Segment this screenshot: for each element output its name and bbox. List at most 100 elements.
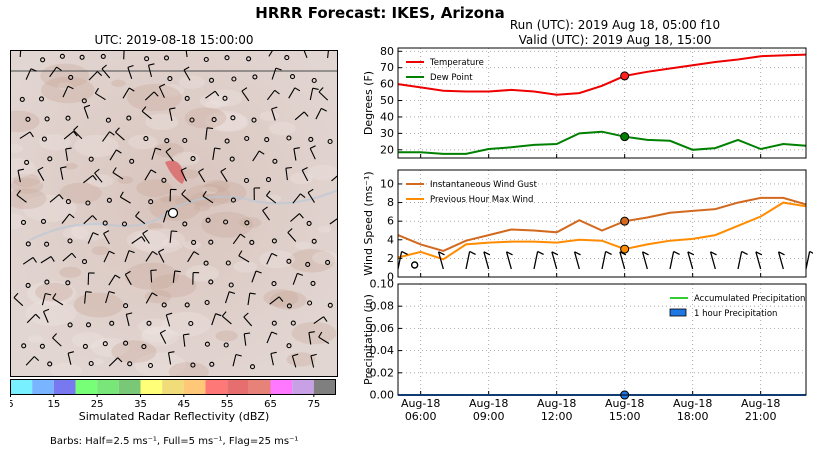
wind-barb-feather — [258, 150, 265, 155]
x-tick-label: 09:00 — [473, 410, 505, 423]
highlight-point — [620, 71, 630, 81]
wind-barb-feather — [180, 167, 187, 171]
calm-wind-circle — [203, 56, 209, 63]
wind-barb-feather — [169, 107, 176, 110]
calm-wind-circle — [85, 200, 91, 206]
wind-barb-feather — [642, 251, 649, 256]
wind-barb — [252, 150, 260, 162]
y-tick-label: 4 — [387, 233, 394, 246]
wind-barb — [16, 194, 27, 203]
wind-barb — [292, 193, 301, 204]
wind-barb — [26, 313, 36, 324]
wind-barb-feather — [128, 87, 135, 92]
wind-barb-feather — [94, 168, 100, 174]
calm-wind-circle — [47, 361, 53, 367]
wind-barb — [307, 192, 315, 203]
series-line — [398, 130, 807, 155]
wind-barb-feather — [114, 127, 120, 133]
wind-barb-feather — [241, 87, 248, 92]
wind-barb-feather — [255, 270, 262, 274]
wind-barb-feather — [285, 166, 292, 169]
wind-barb-feather — [551, 251, 559, 256]
wind-barb — [187, 251, 195, 263]
colorbar-swatch — [10, 379, 33, 395]
wind-barb-feather — [117, 357, 123, 363]
wind-barb — [83, 107, 89, 119]
y-tick-label: 20 — [380, 143, 394, 156]
colorbar-swatch — [32, 379, 54, 395]
wind-barb-feather — [37, 166, 44, 171]
wind-barb — [294, 111, 305, 121]
wind-barb — [144, 169, 152, 181]
calm-wind-circle — [19, 96, 25, 102]
wind-barb-feather — [244, 332, 251, 335]
colorbar-tick-label: 5 — [10, 399, 14, 410]
wind-barb-feather — [17, 168, 25, 171]
wind-barb-feather — [202, 190, 207, 197]
wind-barb — [122, 87, 130, 99]
legend: Temperature Dew Point — [406, 58, 484, 83]
wind-barb-feather — [221, 311, 227, 317]
wind-barb-feather — [229, 291, 236, 295]
calm-wind-circle — [189, 117, 195, 123]
wind-barb-feather — [193, 251, 200, 256]
wind-barb — [120, 196, 131, 204]
calm-wind-circle — [188, 320, 194, 327]
calm-wind-circle — [272, 158, 278, 164]
wind-barb — [13, 297, 24, 307]
wind-barb — [123, 50, 125, 60]
x-tick-label: Aug-18 — [401, 397, 440, 410]
wind-barb-feather — [114, 274, 121, 279]
wind-barb-feather — [297, 272, 304, 276]
wind-barb — [266, 89, 276, 101]
wind-barb-feather — [574, 251, 581, 256]
wind-barb-feather — [215, 313, 222, 317]
calm-wind-circle — [44, 241, 50, 247]
wind-barb — [181, 193, 192, 203]
y-tick-label: 80 — [380, 45, 394, 58]
y-tick-label: 0.06 — [370, 322, 395, 335]
wind-barb-feather — [323, 316, 328, 322]
colorbar-tick-label: 55 — [221, 399, 234, 410]
wind-barb-feather — [214, 90, 220, 97]
colorbar-swatch — [162, 379, 184, 395]
wind-barb-feather — [30, 68, 37, 72]
colorbar-swatch — [227, 379, 249, 395]
wind-barb — [49, 194, 60, 203]
calm-wind-circle — [190, 156, 196, 162]
y-tick-label: 60 — [380, 78, 394, 91]
wind-barb-feather — [300, 193, 306, 199]
calm-wind-circle — [246, 56, 252, 62]
wind-barb — [67, 353, 72, 365]
wind-barb — [165, 151, 174, 162]
calm-wind-circle — [121, 221, 128, 227]
wind-barbs — [13, 50, 338, 370]
y-tick-label: 6 — [387, 215, 394, 228]
calm-wind-circle — [223, 342, 229, 348]
calm-wind-circle — [144, 56, 150, 62]
run-time-label: Run (UTC): 2019 Aug 18, 05:00 f10 — [509, 18, 721, 32]
chart-panel-1: 20 30 40 50 60 70 80 Degrees (F) Temperature Dew … — [362, 45, 807, 159]
x-tick-label: 12:00 — [541, 410, 573, 423]
wind-barb — [25, 356, 35, 366]
wind-barb — [88, 71, 98, 81]
wind-barb-feather — [94, 87, 99, 94]
chart-panel-2: 0 2 4 6 8 10 Wind Speed (ms⁻¹) Instantaneous Wi… — [362, 169, 813, 284]
wind-barb — [755, 251, 762, 270]
colorbar-swatch — [75, 379, 98, 395]
wind-barb — [269, 296, 280, 305]
y-tick-label: 0.00 — [370, 389, 395, 402]
wind-barb-feather — [67, 85, 74, 90]
calm-wind-circle — [305, 261, 311, 267]
wind-barb — [115, 131, 125, 141]
calm-wind-circle — [307, 300, 313, 306]
wind-barb-feather — [183, 66, 190, 71]
wind-barb — [145, 292, 153, 304]
wind-barb-feather — [687, 251, 695, 256]
wind-barb-feather — [126, 312, 133, 315]
wind-barb-feather — [278, 296, 284, 302]
calm-wind-circle — [143, 136, 149, 142]
wind-barb — [42, 311, 49, 323]
wind-barb — [83, 215, 93, 225]
wind-barb — [505, 251, 512, 270]
